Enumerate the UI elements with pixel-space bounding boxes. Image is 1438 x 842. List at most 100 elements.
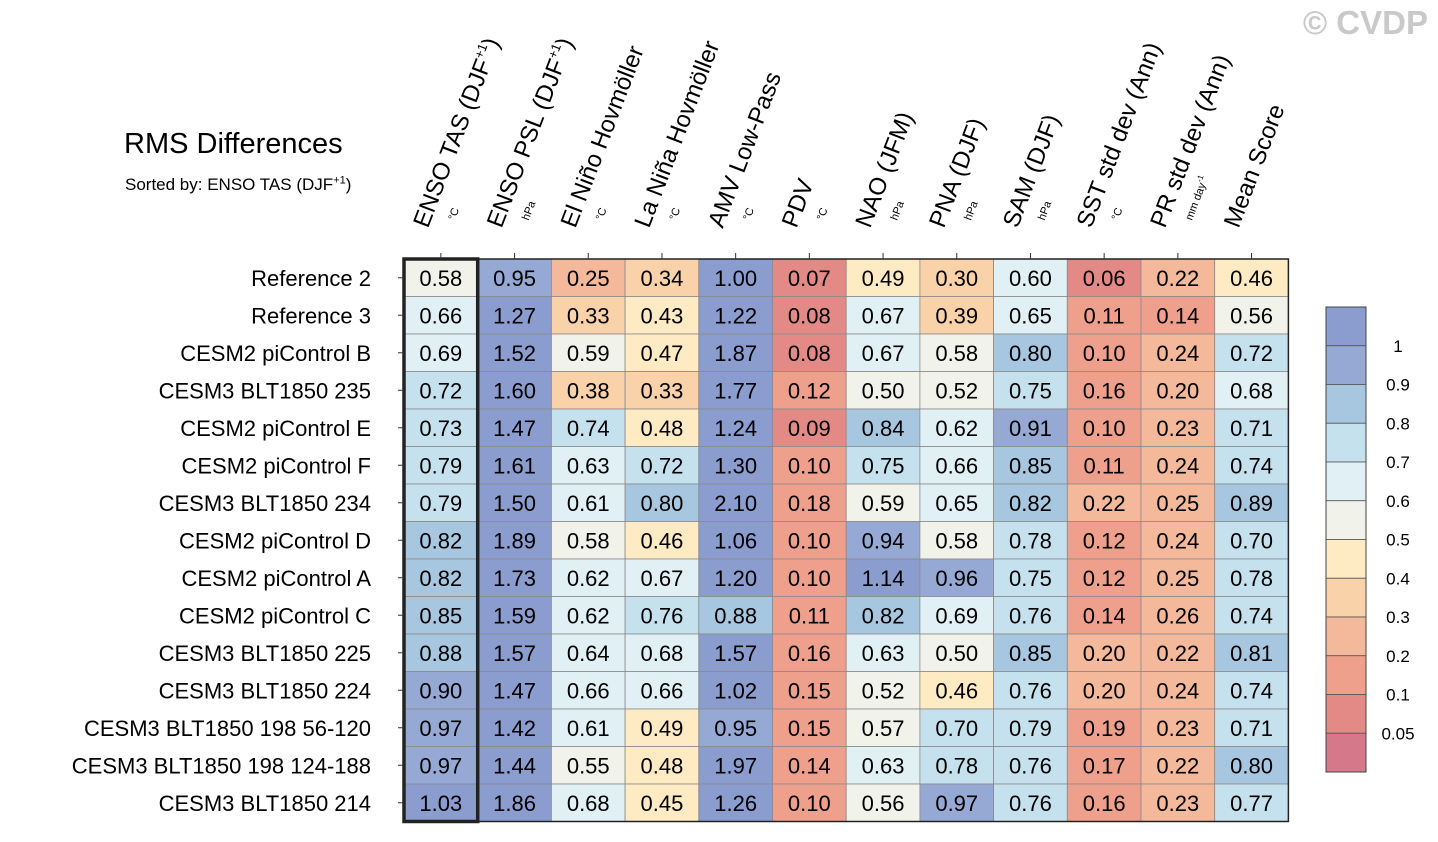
column-header: PNA (DJF) xyxy=(924,114,990,231)
unit-label: °C xyxy=(668,206,684,222)
heatmap-cell xyxy=(1214,783,1289,822)
heatmap-cell xyxy=(919,783,995,822)
heatmap-cell xyxy=(1214,633,1289,672)
cell-value-label: 0.62 xyxy=(935,416,978,441)
heatmap-cell xyxy=(1140,633,1216,672)
cell-value-label: 1.59 xyxy=(493,603,536,628)
cell-value-label: 0.69 xyxy=(935,603,978,628)
heatmap-cell xyxy=(993,521,1068,560)
cell-value-label: 0.79 xyxy=(419,491,462,516)
cell-value-label: 0.16 xyxy=(1083,791,1126,816)
cell-value-label: 0.58 xyxy=(567,528,610,553)
column-label: PDV xyxy=(777,175,820,231)
cell-value-label: 0.77 xyxy=(1230,791,1273,816)
column-unit: hPa xyxy=(962,199,981,222)
heatmap-cell xyxy=(1140,521,1216,560)
cell-value-label: 0.57 xyxy=(862,716,905,741)
cell-value-label: 0.10 xyxy=(1083,341,1126,366)
heatmap-cell xyxy=(845,446,921,485)
cell-value-label: 0.47 xyxy=(641,341,684,366)
heatmap-cell xyxy=(772,671,847,710)
heatmap-cell xyxy=(993,633,1068,672)
column-unit: hPa xyxy=(1036,199,1055,222)
heatmap-cell xyxy=(1066,258,1142,297)
cell-value-label: 0.12 xyxy=(1083,566,1126,591)
heatmap-cell xyxy=(624,746,700,785)
cell-value-label: 0.72 xyxy=(641,453,684,478)
cell-value-label: 0.97 xyxy=(419,716,462,741)
heatmap-cell xyxy=(403,671,479,710)
cell-value-label: 0.56 xyxy=(862,791,905,816)
heatmap-cell xyxy=(403,408,479,447)
heatmap-cell xyxy=(1214,333,1289,372)
cell-value-label: 0.18 xyxy=(788,491,831,516)
cell-value-label: 0.11 xyxy=(1084,303,1125,328)
heatmap-cell xyxy=(993,708,1068,747)
cell-value-label: 0.78 xyxy=(1230,566,1273,591)
cell-value-label: 0.33 xyxy=(567,303,610,328)
heatmap-cell xyxy=(1214,258,1289,297)
heatmap-cell xyxy=(1140,596,1216,635)
row-label: CESM2 piControl B xyxy=(180,341,371,366)
cell-value-label: 0.22 xyxy=(1156,266,1199,291)
colorbar-tick-label: 0.2 xyxy=(1386,647,1410,666)
cell-value-label: 0.22 xyxy=(1083,491,1126,516)
colorbar-segment xyxy=(1325,539,1367,579)
cell-value-label: 0.72 xyxy=(1230,341,1273,366)
cell-value-label: 0.48 xyxy=(641,753,684,778)
cell-value-label: 0.59 xyxy=(567,341,610,366)
heatmap-cell xyxy=(551,708,626,747)
unit-label: hPa xyxy=(889,199,908,222)
cell-value-label: 0.74 xyxy=(567,416,610,441)
cell-value-label: 0.82 xyxy=(419,566,462,591)
heatmap-cell xyxy=(403,708,479,747)
cell-value-label: 0.66 xyxy=(935,453,978,478)
cell-value-label: 0.94 xyxy=(862,528,905,553)
cell-value-label: 0.66 xyxy=(419,303,462,328)
column-unit: °C xyxy=(815,206,831,222)
heatmap-cell xyxy=(845,521,921,560)
cell-value-label: 0.16 xyxy=(1083,378,1126,403)
cell-value-label: 0.62 xyxy=(567,603,610,628)
cell-value-label: 0.24 xyxy=(1156,528,1199,553)
cell-value-label: 0.78 xyxy=(1009,528,1052,553)
cell-value-label: 1.57 xyxy=(714,641,757,666)
heatmap-cell xyxy=(403,521,479,560)
heatmap-cell xyxy=(1140,746,1216,785)
heatmap-cell xyxy=(993,596,1068,635)
heatmap-cell xyxy=(1066,483,1142,522)
colorbar-segment xyxy=(1325,500,1367,540)
cell-value-label: 0.17 xyxy=(1083,753,1126,778)
cell-value-label: 0.49 xyxy=(641,716,684,741)
cell-value-label: 0.08 xyxy=(788,303,831,328)
cell-value-label: 0.06 xyxy=(1083,266,1126,291)
heatmap-cell xyxy=(1140,446,1216,485)
cell-value-label: 0.82 xyxy=(862,603,905,628)
heatmap-cell xyxy=(551,558,626,597)
cell-value-label: 1.89 xyxy=(493,528,536,553)
column-header: SAM (DJF) xyxy=(998,111,1066,231)
heatmap-cell xyxy=(477,708,552,747)
heatmap-cell xyxy=(1140,708,1216,747)
heatmap-cell xyxy=(403,483,479,522)
cell-value-label: 0.97 xyxy=(935,791,978,816)
colorbar-tick-label: 0.1 xyxy=(1386,686,1410,705)
colorbar-segment xyxy=(1325,345,1367,385)
row-label: CESM3 BLT1850 214 xyxy=(159,791,371,816)
unit-label: °C xyxy=(815,206,831,222)
cell-value-label: 0.63 xyxy=(862,641,905,666)
heatmap-cell xyxy=(624,596,700,635)
heatmap-cell xyxy=(1066,783,1142,822)
cell-value-label: 0.80 xyxy=(641,491,684,516)
row-label: CESM3 BLT1850 198 124-188 xyxy=(72,753,371,778)
cvdp-watermark: © CVDP xyxy=(1302,4,1428,41)
cell-value-label: 0.68 xyxy=(567,791,610,816)
cell-value-label: 0.76 xyxy=(1009,753,1052,778)
heatmap-cell xyxy=(845,596,921,635)
heatmap-cell xyxy=(698,633,773,672)
cell-value-label: 0.12 xyxy=(1083,528,1126,553)
heatmap-cell xyxy=(1066,333,1142,372)
cell-value-label: 0.22 xyxy=(1156,753,1199,778)
cell-value-label: 0.39 xyxy=(935,303,978,328)
cell-value-label: 0.89 xyxy=(1230,491,1273,516)
